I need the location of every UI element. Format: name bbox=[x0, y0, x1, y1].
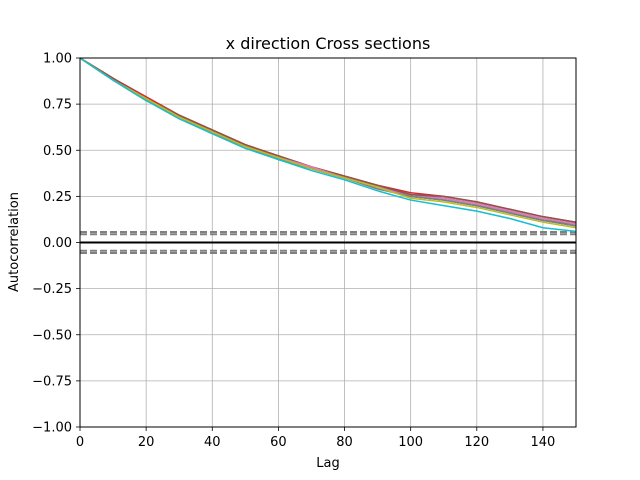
x-tick-label: 40 bbox=[204, 435, 221, 450]
x-tick-label: 80 bbox=[336, 435, 353, 450]
y-tick-label: −0.75 bbox=[32, 374, 72, 389]
x-axis-ticks: 0 20 40 60 80 100 120 140 bbox=[76, 427, 555, 450]
y-tick-label: 0.25 bbox=[43, 190, 72, 205]
series-lines bbox=[79, 57, 577, 233]
y-axis-ticks: −1.00 −0.75 −0.50 −0.25 0.00 0.25 0.50 0.75 1.00 bbox=[32, 52, 80, 436]
y-tick-label: 0.75 bbox=[43, 98, 72, 113]
series-line-6 bbox=[79, 57, 577, 223]
y-tick-label: −0.50 bbox=[32, 328, 72, 343]
series-line-9 bbox=[79, 57, 577, 229]
y-tick-label: −0.25 bbox=[32, 282, 72, 297]
y-tick-label: 0.50 bbox=[43, 144, 72, 159]
y-tick-label: 1.00 bbox=[43, 52, 72, 67]
x-tick-label: 0 bbox=[76, 435, 84, 450]
y-tick-label: 0.00 bbox=[43, 236, 72, 251]
x-axis-label: Lag bbox=[316, 456, 339, 471]
y-axis-label: Autocorrelation bbox=[7, 192, 22, 292]
x-tick-label: 140 bbox=[531, 435, 556, 450]
chart-title: x direction Cross sections bbox=[226, 34, 431, 53]
x-tick-label: 120 bbox=[464, 435, 489, 450]
x-tick-label: 60 bbox=[270, 435, 287, 450]
x-tick-label: 100 bbox=[398, 435, 423, 450]
y-tick-label: −1.00 bbox=[32, 421, 72, 436]
x-tick-label: 20 bbox=[138, 435, 155, 450]
series-line-10 bbox=[79, 57, 577, 233]
reference-lines bbox=[80, 230, 576, 255]
